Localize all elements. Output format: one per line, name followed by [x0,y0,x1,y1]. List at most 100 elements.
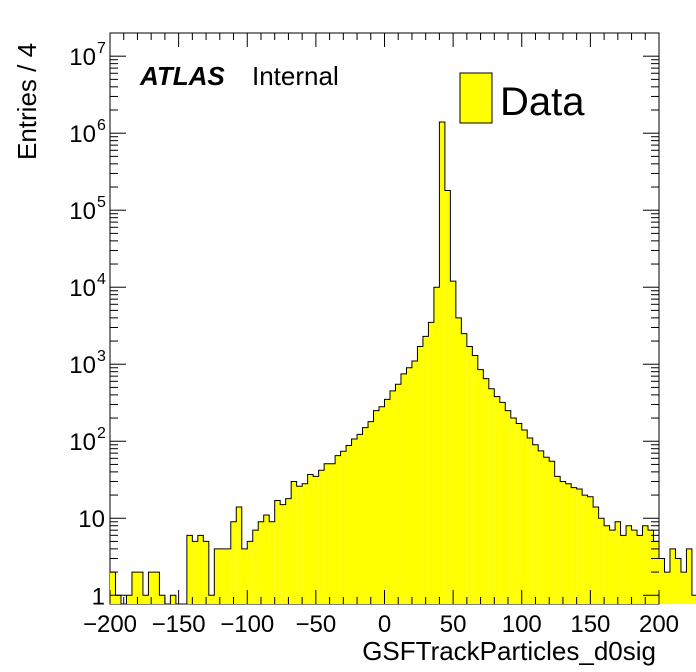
histogram-bin [444,190,451,604]
histogram-bin [653,541,659,604]
x-tick-label: −50 [296,611,337,638]
histogram-bin [324,463,330,604]
histogram-bin [318,470,325,604]
histogram-bin [516,423,522,604]
histogram-bin [241,548,248,604]
histogram-bin [247,541,253,604]
histogram-bin [274,500,281,604]
internal-label: Internal [252,61,339,91]
histogram-bin [455,317,462,604]
histogram-bin [400,373,407,604]
histogram-bin [461,333,467,604]
histogram-bin [296,486,303,604]
histogram-bin [532,444,539,604]
histogram-bin [433,287,440,604]
histogram-bin [285,498,292,604]
histogram-bin [659,558,665,604]
histogram-bin [483,378,489,604]
histogram-bin [170,595,176,604]
histogram-bin [340,451,347,604]
histogram-bin [379,406,385,604]
histogram-bin [252,530,259,604]
histogram-bin [411,361,418,604]
histogram-bin [197,535,204,604]
atlas-label: ATLAS [139,61,225,91]
histogram-bin [159,595,165,604]
histogram-bin [126,595,132,604]
histogram-bin [214,548,220,604]
histogram-bin [148,572,154,604]
y-tick-exponent: 6 [97,117,106,134]
y-tick-label: 10 [78,506,105,533]
histogram-bin [626,525,632,604]
histogram-bin [307,474,314,604]
histogram-bin [137,572,143,604]
histogram-bin [263,515,270,604]
histogram-bin [691,595,696,604]
y-tick-label: 10 [69,44,96,71]
x-tick-label: −200 [83,611,137,638]
histogram-bin [494,396,500,604]
histogram-bin [389,390,396,604]
histogram-bin [280,504,286,604]
x-tick-label: 0 [378,611,391,638]
histogram-bin [417,346,423,604]
y-tick-exponent: 2 [97,425,106,442]
y-tick-label: 1 [92,583,105,610]
histogram-bin [236,506,242,604]
histogram-bin [477,369,484,604]
histogram-bin [428,322,434,604]
y-axis-title: Entries / 4 [12,43,42,160]
histogram-bin [313,476,319,604]
histogram-bin [505,410,511,604]
histogram-bin [472,355,478,604]
histogram-bin [521,429,528,604]
histogram-bin [142,595,149,604]
histogram-bin [538,450,544,604]
y-tick-label: 10 [69,429,96,456]
histogram-bin [258,521,264,604]
histogram-bin [192,541,198,604]
histogram-bin [351,438,358,604]
histogram-bin [637,535,643,604]
histogram-bin [565,483,572,604]
histogram-bin [560,481,566,604]
histogram-bin [269,521,275,604]
histogram-bin [110,572,116,604]
x-tick-label: 100 [502,611,542,638]
y-tick-label: 10 [69,198,96,225]
histogram-bin [587,496,594,604]
y-tick-exponent: 7 [97,40,106,57]
histogram-bin [680,572,687,604]
label-layer: ATLAS Internal Data GSFTrackParticles_d0… [12,43,656,666]
y-tick-label: 10 [69,121,96,148]
histogram-bin [642,525,649,604]
histogram-bin [291,481,297,604]
histogram-bin [422,336,429,604]
histogram-bin [609,530,616,604]
histogram-bin [620,535,627,604]
histogram-bin [527,438,533,604]
histogram-bin [230,521,237,604]
histogram-bin [549,461,555,604]
histogram-bin [384,399,390,604]
histogram-bin [439,121,445,604]
histogram-bin [219,548,226,604]
histogram-bin [186,535,193,604]
histogram-bin [368,421,374,604]
histogram-bin [203,541,209,604]
histogram-bin [208,595,215,604]
histogram-bin [604,525,610,604]
histogram-bin [543,457,550,604]
histogram-bin [153,572,160,604]
x-axis-title: GSFTrackParticles_d0sig [362,636,656,666]
histogram-bin [335,455,341,604]
histogram-layer [110,121,696,605]
histogram-bin [225,548,231,604]
x-tick-label: 50 [440,611,467,638]
histogram-bin [631,530,638,604]
y-tick-exponent: 5 [97,194,106,211]
x-tick-label: 200 [639,611,679,638]
